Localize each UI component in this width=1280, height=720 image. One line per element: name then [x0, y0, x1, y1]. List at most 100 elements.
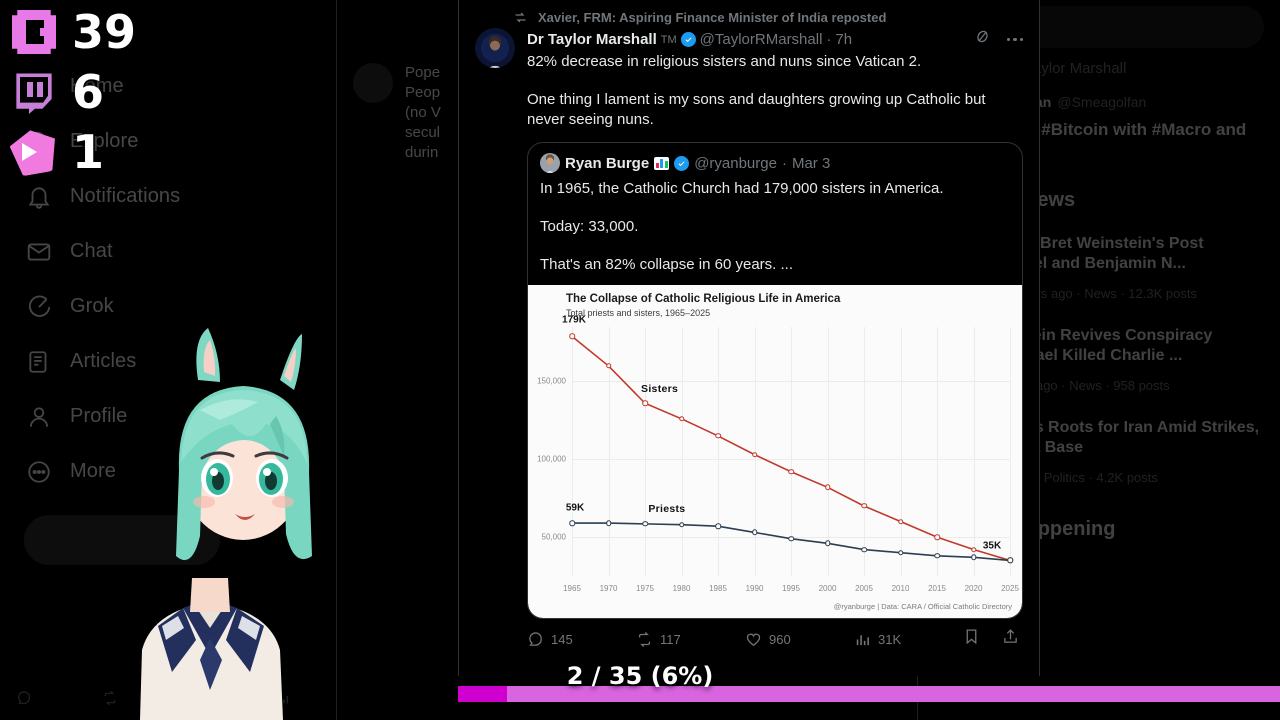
chart-xtick: 2010: [891, 584, 910, 593]
chart-gridline-v: [827, 327, 829, 576]
verified-badge-icon: [680, 32, 696, 47]
chart-gridline-v: [864, 327, 865, 576]
author-row: Dr Taylor Marshall TM @TaylorRMarshall ·…: [527, 28, 1023, 51]
kick-viewer-count: 39: [72, 5, 137, 59]
sidebar-item-more[interactable]: More: [22, 444, 324, 499]
vtuber-avatar: [80, 320, 340, 720]
chart-gridline-v: [791, 327, 792, 576]
chart-xtick: 1995: [782, 584, 800, 593]
bookmark-button[interactable]: [963, 628, 980, 650]
sidebar-item-chat[interactable]: Chat: [22, 224, 324, 279]
sidebar-item-label: Chat: [70, 240, 113, 262]
chart-data-point: [751, 529, 758, 536]
promo-author-handle: @Smeagolfan: [1057, 94, 1147, 110]
chart-xtick: 1970: [599, 584, 618, 593]
chart-data-point: [934, 553, 940, 559]
sidebar-item-label: Explore: [70, 130, 139, 152]
chart-gridline-v: [572, 327, 573, 576]
reply-button[interactable]: 145: [527, 631, 636, 648]
quoted-timestamp: Mar 3: [791, 154, 831, 172]
chart-gridline-v: [937, 327, 938, 576]
sidebar-item-profile[interactable]: Profile: [22, 389, 324, 444]
repost-button[interactable]: 117: [636, 631, 745, 648]
chart-xtick: 1990: [745, 584, 764, 593]
sidebar-item-label: Notifications: [70, 185, 181, 207]
progress-label: 2 / 35 (6%): [566, 662, 714, 690]
viewer-counters: 39 6 1: [10, 8, 136, 176]
avatar[interactable]: [475, 28, 515, 68]
author-trademark: TM: [660, 33, 677, 46]
separator-dot: ·: [826, 30, 832, 48]
bell-icon: [26, 184, 52, 210]
news-meta: 7 hours ago · News · 12.3K posts: [1004, 285, 1197, 301]
chart-gridline-v: [645, 327, 646, 576]
author-display-name[interactable]: Dr Taylor Marshall: [527, 30, 657, 48]
news-meta: LIVE · Politics · 4.2K posts: [1004, 469, 1158, 485]
chart-value-annotation: 35K: [982, 540, 1002, 552]
bookmark-icon: [966, 629, 977, 645]
play-viewer-count: 1: [72, 125, 105, 179]
chart-data-point: [715, 433, 721, 439]
chart-data-point: [824, 540, 831, 547]
sidebar-item-label: Articles: [70, 350, 137, 372]
bar-chart-emoji-icon: [654, 156, 670, 170]
chart-gridline-v: [681, 327, 683, 576]
chart-gridline-v: [973, 327, 975, 576]
chart-data-point: [788, 468, 794, 475]
sidebar-item-notifications[interactable]: Notifications: [22, 169, 324, 224]
view-count: 31K: [878, 631, 902, 647]
chart-image[interactable]: The Collapse of Catholic Religious Life …: [528, 285, 1022, 618]
chart-gridline-v: [1010, 327, 1011, 576]
like-count: 960: [769, 631, 791, 647]
chart-gridline-v: [900, 327, 902, 576]
repost-icon: [638, 631, 651, 647]
chart-ytick: 100,000: [537, 454, 566, 464]
views-button[interactable]: 31K: [854, 631, 963, 648]
repost-count: 117: [660, 631, 681, 647]
separator-dot: ·: [781, 154, 787, 172]
chart-ytick: 150,000: [537, 376, 566, 386]
share-button[interactable]: [1002, 628, 1019, 650]
chart-xtick: 1985: [709, 584, 727, 593]
repost-context-label: Xavier, FRM: Aspiring Finance Minister o…: [538, 10, 887, 25]
author-handle: @TaylorRMarshall: [699, 30, 823, 48]
chart-data-point: [897, 518, 904, 525]
chart-data-point: [678, 416, 685, 422]
more-options-icon[interactable]: [1006, 37, 1023, 42]
chart-data-point: [897, 549, 904, 556]
chart-xtick: 2020: [964, 584, 983, 593]
person-icon: [26, 404, 52, 430]
progress-bar-fill: [458, 686, 508, 702]
sidebar-item-articles[interactable]: Articles: [22, 334, 324, 389]
quoted-paragraph: That's an 82% collapse in 60 years. ...: [540, 256, 794, 273]
kick-icon: [10, 8, 58, 56]
envelope-icon: [26, 239, 52, 265]
not-interested-icon[interactable]: [974, 28, 991, 51]
chart-data-point: [569, 333, 575, 340]
chart-xtick: 2025: [1001, 584, 1019, 593]
repost-context: Xavier, FRM: Aspiring Finance Minister o…: [475, 10, 1023, 25]
chart-data-point: [642, 521, 648, 527]
chart-subtitle: Total priests and sisters, 1965–2025: [566, 308, 711, 318]
quoted-tweet-body: In 1965, the Catholic Church had 179,000…: [540, 179, 1010, 275]
counter-play: 1: [10, 128, 136, 176]
sidebar-item-label: Home: [70, 75, 124, 97]
sidebar-item-label: Grok: [70, 295, 114, 317]
chart-data-point: [861, 546, 867, 553]
chart-data-point: [934, 534, 940, 540]
focused-tweet[interactable]: Xavier, FRM: Aspiring Finance Minister o…: [458, 0, 1040, 676]
chart-data-point: [715, 523, 721, 529]
background-post[interactable]: Pope Peop (no V secul durin: [337, 53, 917, 173]
quoted-tweet[interactable]: Ryan Burge @ryanburge · Mar 3 In 1965, t…: [527, 142, 1023, 619]
chart-xtick: 1965: [563, 584, 581, 593]
chart-value-annotation: 179K: [562, 314, 586, 326]
progress-bar[interactable]: [458, 686, 1280, 702]
quoted-author-row: Ryan Burge @ryanburge · Mar 3: [540, 153, 1010, 173]
sidebar-item-label: Profile: [70, 405, 128, 427]
twitch-viewer-count: 6: [72, 65, 105, 119]
chart-data-point: [751, 451, 758, 458]
like-button[interactable]: 960: [745, 631, 854, 648]
chart-data-point: [605, 363, 612, 369]
like-icon: [746, 633, 761, 646]
sidebar-item-grok[interactable]: Grok: [22, 279, 324, 334]
